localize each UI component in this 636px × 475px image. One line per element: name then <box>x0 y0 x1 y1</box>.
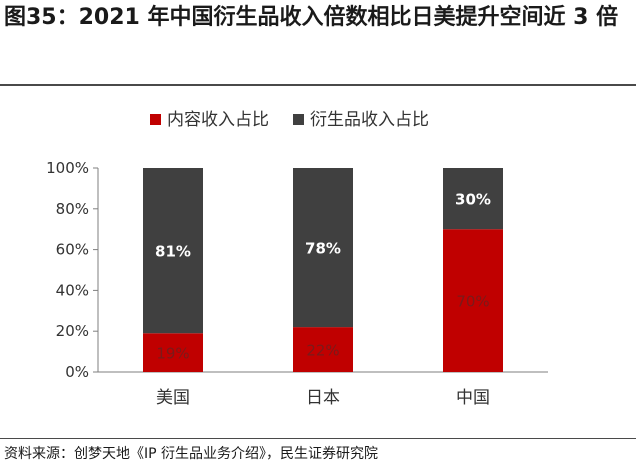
data-label: 19% <box>156 345 189 363</box>
bar-segment <box>143 333 203 372</box>
data-label: 81% <box>155 243 191 261</box>
data-label: 22% <box>306 342 339 360</box>
legend-swatch <box>293 114 304 125</box>
y-tick-label: 100% <box>46 159 89 177</box>
legend-label: 内容收入占比 <box>167 110 269 130</box>
y-tick-label: 60% <box>56 241 89 259</box>
bar-segment <box>293 327 353 372</box>
x-tick-label: 日本 <box>306 388 340 408</box>
data-label: 78% <box>305 240 341 258</box>
source-divider <box>0 438 636 439</box>
legend-swatch <box>150 114 161 125</box>
chart-title: 图35：2021 年中国衍生品收入倍数相比日美提升空间近 3 倍 <box>4 5 619 30</box>
stacked-bar-chart: 内容收入占比 衍生品收入占比 0% 20% 40% 60% 80% 100% 19% 81% 美国 2… <box>46 110 548 408</box>
bar-segment <box>443 229 503 372</box>
bar-segment <box>443 168 503 230</box>
y-tick-label: 80% <box>56 200 89 218</box>
y-tick-label: 0% <box>65 363 89 381</box>
x-tick-label: 美国 <box>156 388 190 408</box>
y-tick-label: 40% <box>56 281 89 299</box>
bar-segment <box>293 168 353 328</box>
y-tick-label: 20% <box>56 322 89 340</box>
x-tick-label: 中国 <box>456 388 490 408</box>
bar-segment <box>143 168 203 334</box>
title-divider <box>0 84 636 86</box>
source-note: 资料来源：创梦天地《IP 衍生品业务介绍》，民生证券研究院 <box>4 446 379 462</box>
data-label: 70% <box>456 293 489 311</box>
legend-label: 衍生品收入占比 <box>310 110 429 130</box>
data-label: 30% <box>455 191 491 209</box>
